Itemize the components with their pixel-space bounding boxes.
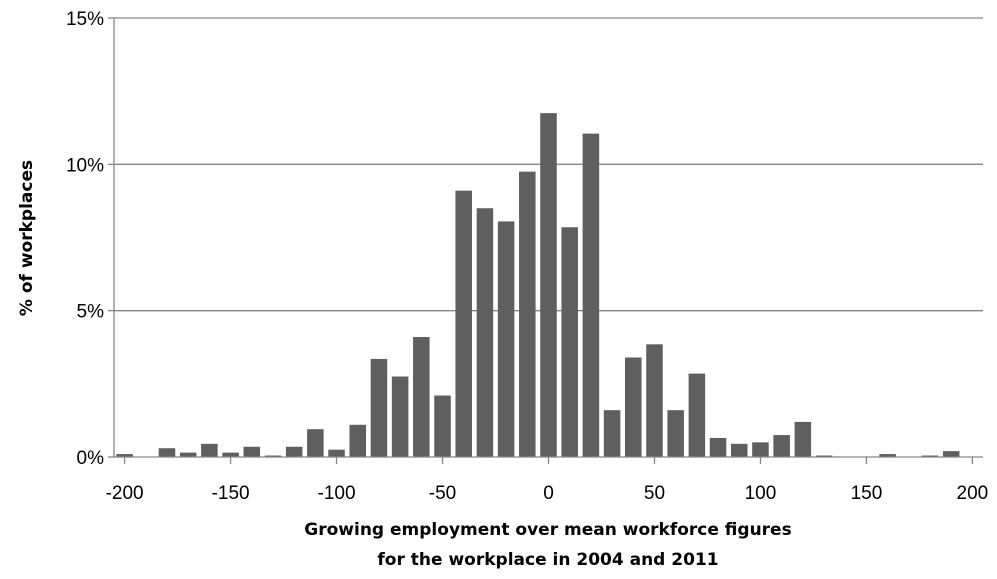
x-tick-label: 200 [957, 483, 989, 504]
bar [603, 410, 621, 457]
bar [688, 373, 706, 457]
bar [879, 454, 896, 457]
bar [519, 171, 536, 457]
bar [497, 221, 515, 457]
y-tick-label: 0% [77, 448, 105, 469]
bar [476, 208, 494, 457]
bar [646, 344, 663, 457]
y-tick-label: 10% [66, 155, 104, 176]
bar [201, 443, 218, 457]
x-axis-title: Growing employment over mean workforce f… [304, 520, 791, 540]
bar [709, 437, 727, 457]
bar [794, 421, 812, 457]
axes [108, 17, 983, 464]
bar [222, 452, 239, 457]
bar [942, 451, 960, 457]
bar [561, 227, 578, 457]
bar [370, 358, 388, 457]
y-tick-labels: 0% 5% 10% 15% [66, 9, 104, 469]
x-tick-label: -50 [429, 483, 456, 504]
bar [328, 449, 345, 457]
x-tick-label: -150 [212, 483, 250, 504]
bar [391, 376, 409, 457]
bar [158, 448, 176, 457]
bar [752, 442, 769, 457]
bar [667, 410, 684, 457]
x-tick-label: 50 [644, 483, 665, 504]
x-axis-title-line2: for the workplace in 2004 and 2011 [377, 550, 718, 570]
bar [307, 429, 324, 457]
x-tick-label: -100 [318, 483, 356, 504]
x-tick-label: 150 [851, 483, 883, 504]
bars [116, 113, 960, 457]
bar [540, 113, 557, 457]
bar [349, 424, 367, 457]
bar [116, 454, 133, 457]
bar [582, 133, 600, 457]
bar [413, 337, 430, 457]
bar [815, 455, 833, 457]
bar [455, 190, 472, 457]
bar [179, 452, 197, 457]
x-tick-label: 0 [543, 483, 554, 504]
bar [773, 435, 790, 457]
bar [730, 443, 748, 457]
bar [921, 455, 939, 457]
y-axis-title: % of workplaces [17, 160, 37, 316]
y-tick-label: 15% [66, 9, 104, 30]
bar [285, 446, 303, 457]
bar [243, 446, 261, 457]
x-tick-label: 100 [745, 483, 777, 504]
bar [434, 395, 451, 457]
bar [625, 357, 642, 457]
bar [264, 455, 282, 457]
y-tick-label: 5% [77, 302, 105, 323]
x-tick-labels: -200 -150 -100 -50 0 50 100 150 200 [106, 483, 989, 504]
x-tick-label: -200 [106, 483, 144, 504]
